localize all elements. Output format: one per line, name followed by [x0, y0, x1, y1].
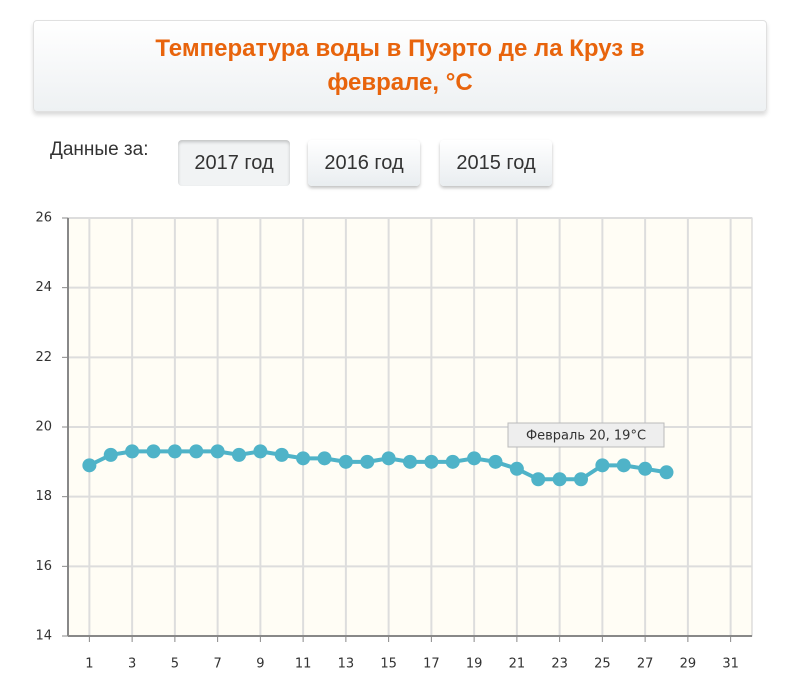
point: [381, 451, 396, 466]
y-tick-label: 24: [35, 280, 52, 295]
x-tick-label: 13: [338, 657, 355, 672]
point: [253, 444, 268, 459]
x-tick-label: 7: [213, 657, 221, 672]
chart-title: Температура воды в Пуэрто де ла Круз в ф…: [33, 20, 767, 112]
x-tick-label: 29: [680, 657, 697, 672]
line: [88, 449, 667, 482]
x-tick-label: 17: [423, 657, 440, 672]
point: [338, 454, 353, 469]
y-tick-label: 18: [35, 489, 52, 504]
point: [659, 465, 674, 480]
point: [189, 444, 204, 459]
point: [531, 472, 546, 487]
point: [210, 444, 225, 459]
point: [146, 444, 161, 459]
point: [574, 472, 588, 487]
y-tick-label: 16: [35, 559, 52, 574]
x-tick-label: 3: [128, 657, 136, 672]
x-tick-label: 5: [171, 657, 179, 672]
x-tick-label: 27: [637, 657, 654, 672]
point: [317, 451, 332, 466]
point: [403, 454, 417, 469]
point: [296, 451, 311, 466]
point: [103, 447, 118, 462]
x-tick-label: 15: [380, 657, 397, 672]
x-tick-label: 11: [295, 657, 312, 672]
y-tick-label: 20: [35, 420, 52, 435]
x-tick-label: 9: [256, 657, 264, 672]
point: [360, 454, 375, 469]
y-tick-label: 14: [35, 629, 52, 644]
point: [552, 472, 567, 487]
x-tick-label: 25: [594, 657, 611, 672]
point: [167, 444, 182, 459]
point: [445, 454, 460, 469]
year-button[interactable]: 2017 год: [178, 140, 290, 186]
year-button[interactable]: 2015 год: [440, 140, 552, 186]
point: [232, 447, 246, 462]
y-tick-label: 22: [35, 350, 52, 365]
tooltip: Февраль 20, 19°C: [507, 422, 665, 448]
point: [616, 458, 631, 473]
point: [488, 454, 503, 469]
y-tick-label: 26: [35, 211, 52, 226]
x-tick-label: 23: [551, 657, 568, 672]
year-button[interactable]: 2016 год: [308, 140, 420, 186]
tooltip-box: [507, 422, 665, 448]
point: [274, 447, 289, 462]
x-tick-label: 19: [466, 657, 483, 672]
x-tick-label: 31: [722, 657, 739, 672]
x-tick-label: 21: [509, 657, 526, 672]
controls-label: Данные за:: [50, 139, 149, 160]
x-tick-label: 1: [85, 657, 93, 672]
point: [424, 454, 439, 469]
point: [638, 461, 653, 476]
point: [509, 461, 524, 476]
point: [467, 451, 482, 466]
point: [125, 444, 140, 459]
point: [82, 458, 97, 473]
point: [595, 458, 610, 473]
annotation: Февраль 20, 19°C: [526, 429, 646, 444]
